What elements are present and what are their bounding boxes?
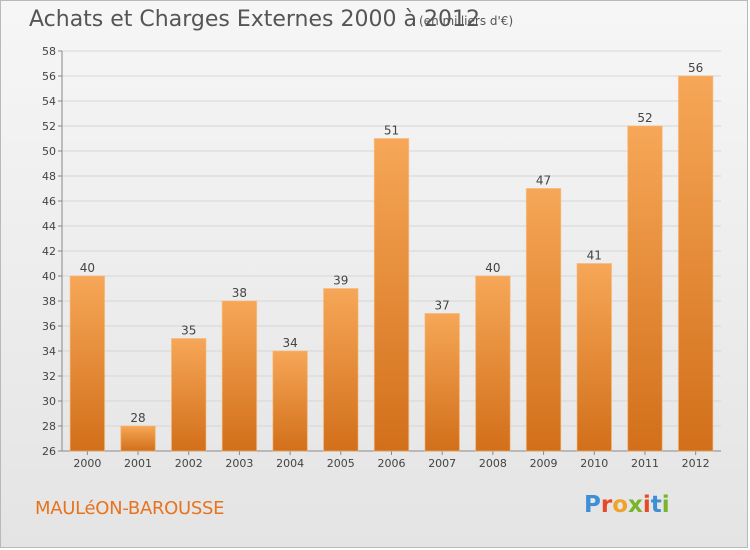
y-tick-label: 28: [42, 420, 56, 433]
chart-subtitle: (en milliers d'€): [419, 14, 514, 28]
bar-outline: [272, 350, 308, 452]
y-tick-label: 26: [42, 445, 56, 458]
data-label: 56: [688, 61, 703, 75]
bar-2000: [70, 276, 105, 451]
data-label: 40: [485, 261, 500, 275]
bar-outline: [120, 425, 156, 452]
bar-outline: [424, 313, 460, 452]
data-label: 28: [130, 411, 145, 425]
data-label: 52: [637, 111, 652, 125]
x-tick-label: 2005: [327, 457, 355, 470]
bar-outline: [475, 275, 511, 452]
x-tick-label: 2001: [124, 457, 152, 470]
bar-outline: [69, 275, 106, 452]
proxiti-logo[interactable]: Proxiti: [584, 492, 670, 518]
y-tick-label: 36: [42, 320, 56, 333]
y-tick-label: 58: [42, 45, 56, 58]
logo-letter: x: [628, 492, 643, 518]
y-tick-label: 32: [42, 370, 56, 383]
x-tick-label: 2002: [175, 457, 203, 470]
y-tick-label: 54: [42, 95, 56, 108]
x-tick-label: 2010: [580, 457, 608, 470]
logo-letter: t: [650, 492, 662, 518]
bar-2001: [120, 426, 156, 451]
bar-2008: [475, 276, 511, 451]
x-tick-label: 2012: [682, 457, 710, 470]
bar-2003: [222, 301, 257, 451]
bar-outline: [576, 263, 613, 452]
bars: [69, 75, 714, 452]
x-tick-label: 2004: [276, 457, 304, 470]
data-labels: 40 28 35 38 34 39 51 37 40 47 41 52 56: [80, 61, 704, 425]
y-tick-label: 30: [42, 395, 56, 408]
bar-2005: [323, 288, 359, 451]
bar-outline: [677, 75, 714, 452]
y-tick-label: 50: [42, 145, 56, 158]
bar-2004: [272, 351, 308, 451]
logo-letter: r: [600, 492, 613, 518]
logo-letter: P: [584, 492, 601, 518]
y-tick-label: 38: [42, 295, 56, 308]
data-label: 41: [587, 249, 602, 263]
y-tick-label: 34: [42, 345, 56, 358]
y-tick-label: 48: [42, 170, 56, 183]
bar-2011: [627, 126, 663, 451]
x-tick-label: 2003: [225, 457, 253, 470]
y-tick-label: 44: [42, 220, 56, 233]
data-label: 38: [232, 286, 247, 300]
commune-name: MAULéON-BAROUSSE: [35, 498, 225, 519]
data-label: 34: [282, 336, 297, 350]
x-tick-label: 2007: [428, 457, 456, 470]
bar-2002: [171, 338, 206, 451]
x-tick-label: 2008: [479, 457, 507, 470]
bar-2009: [526, 188, 561, 451]
data-label: 51: [384, 124, 399, 138]
bar-2007: [424, 313, 460, 451]
x-tick-label: 2000: [73, 457, 101, 470]
y-tick-label: 40: [42, 270, 56, 283]
logo-letter: o: [612, 492, 629, 518]
bar-outline: [525, 188, 562, 452]
bar-2010: [577, 263, 612, 451]
logo-letter: i: [661, 492, 670, 518]
data-label: 47: [536, 174, 551, 188]
bar-outline: [170, 338, 207, 452]
bar-outline: [373, 138, 410, 452]
data-label: 37: [435, 299, 450, 313]
y-tick-label: 52: [42, 120, 56, 133]
x-tick-label: 2011: [631, 457, 659, 470]
x-tick-label: 2006: [378, 457, 406, 470]
y-tick-label: 46: [42, 195, 56, 208]
data-label: 40: [80, 261, 95, 275]
bar-2012: [678, 76, 713, 451]
bar-outline: [323, 288, 359, 452]
logo-letter: i: [642, 492, 651, 518]
x-tick-label: 2009: [530, 457, 558, 470]
data-label: 39: [333, 274, 348, 288]
y-tick-label: 42: [42, 245, 56, 258]
y-tick-label: 56: [42, 70, 56, 83]
chart-title: Achats et Charges Externes 2000 à 2012: [29, 7, 480, 32]
bar-outline: [627, 125, 663, 452]
bar-2006: [374, 138, 409, 451]
data-label: 35: [181, 324, 196, 338]
bar-outline: [221, 300, 258, 452]
